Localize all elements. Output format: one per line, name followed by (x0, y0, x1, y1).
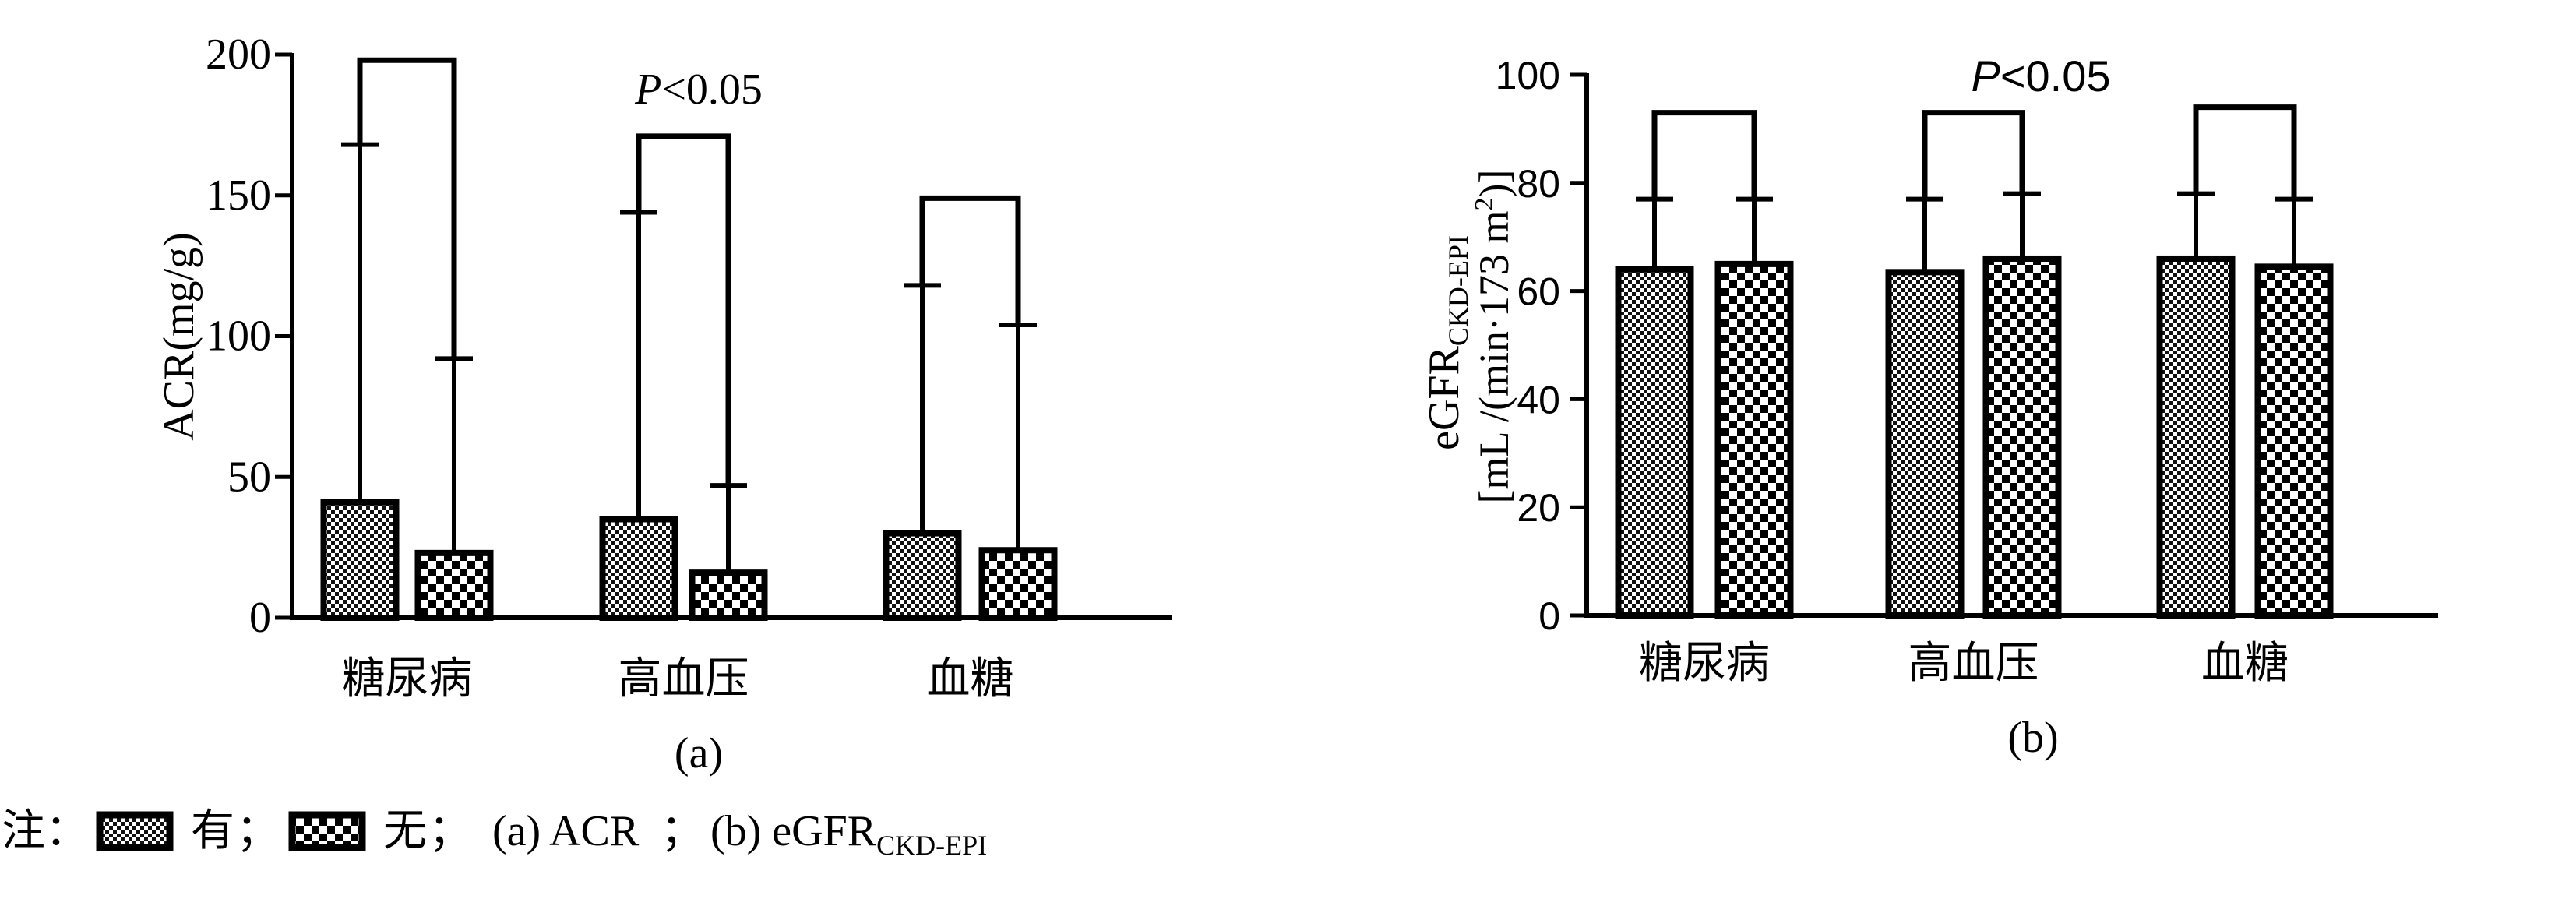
y-tick-label: 80 (1517, 162, 1560, 206)
bar (2254, 263, 2334, 619)
significance-bracket (1922, 110, 2025, 199)
legend-label-yes: 有 (191, 807, 234, 855)
legend-sep-3: ； (661, 807, 704, 855)
bar (978, 547, 1058, 621)
x-category-label: 糖尿病 (342, 655, 473, 703)
significance-bracket (1651, 110, 1757, 199)
y-tick-label: 150 (206, 171, 271, 220)
bar (1615, 266, 1694, 619)
legend-panel-b-desc: (b) eGFRCKD-EPI (710, 807, 987, 861)
y-tick-label: 200 (206, 30, 271, 79)
y-axis-label-line1: eGFRCKD-EPI (1420, 235, 1474, 450)
y-tick-label: 100 (206, 312, 271, 361)
y-axis-label-line2: [mL /(min·173 m2)] (1470, 170, 1517, 504)
p-value-annotation: P<0.05 (1971, 51, 2110, 100)
bar (1714, 260, 1794, 619)
legend-panel-a-desc: (a) ACR (492, 807, 640, 855)
x-category-label: 血糖 (2201, 640, 2289, 688)
y-tick-label: 20 (1517, 486, 1560, 530)
y-axis-label: ACR(mg/g) (155, 232, 203, 441)
y-tick-label: 40 (1517, 378, 1560, 421)
x-category-label: 高血压 (1908, 640, 2039, 688)
bar (689, 569, 768, 621)
bar (883, 530, 962, 621)
y-tick-label: 0 (1538, 594, 1560, 638)
legend-panel-b-main: (b) eGFR (710, 807, 877, 855)
legend-swatch-no (288, 811, 366, 851)
bar (320, 499, 400, 621)
legend-swatch-yes (96, 811, 174, 851)
p-value-annotation: P<0.05 (634, 65, 763, 114)
bar (1885, 269, 1965, 619)
legend-note: 注： 有 ； 无 ； (a) ACR ； (b) eGFRCKD-EPI (2, 807, 987, 861)
chart-panel-a: 0 50 100 150 200 糖尿病 高血压 血糖 P<0.05 ACR(mg/g) (155, 30, 1172, 703)
y-tick-label: 100 (1496, 54, 1560, 97)
x-category-label: 血糖 (927, 655, 1014, 703)
significance-bracket (919, 195, 1021, 326)
legend-panel-b-sub: CKD-EPI (876, 830, 987, 861)
bar (1982, 255, 2062, 619)
legend-sep-2: ； (428, 807, 472, 855)
y-tick-label: 0 (249, 594, 271, 642)
legend-sep-1: ； (236, 807, 280, 855)
panel-a-caption: (a) (675, 729, 723, 777)
x-category-label: 高血压 (618, 655, 749, 703)
legend-prefix: 注： (2, 807, 89, 855)
panel-b-caption: (b) (2007, 714, 2058, 762)
chart-panel-b: 0 20 40 60 80 100 糖尿病 高血压 血糖 P<0.05 eGFRCKD-EPI[mL… (1420, 51, 2438, 688)
y-tick-label: 50 (227, 453, 271, 501)
significance-bracket (636, 133, 731, 486)
bar (414, 549, 494, 621)
legend-label-no: 无 (383, 807, 427, 855)
x-category-label: 糖尿病 (1639, 640, 1770, 688)
significance-bracket (357, 57, 457, 359)
bar (2156, 255, 2236, 619)
y-tick-label: 60 (1517, 270, 1560, 314)
significance-bracket (2193, 104, 2297, 199)
bar (599, 516, 678, 621)
